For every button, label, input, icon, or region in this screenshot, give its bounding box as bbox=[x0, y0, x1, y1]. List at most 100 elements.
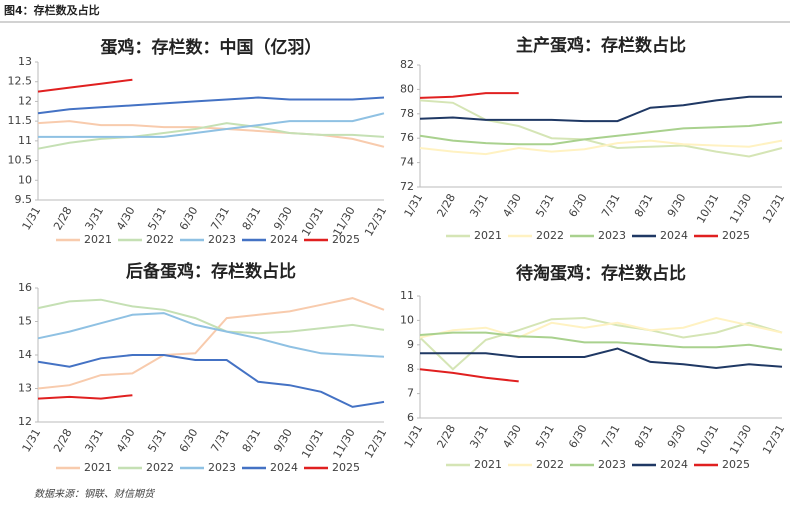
y-tick-label: 11 bbox=[18, 134, 32, 147]
x-tick-label: 4/30 bbox=[500, 192, 524, 220]
chart-title: 待淘蛋鸡：存栏数占比 bbox=[516, 263, 686, 284]
x-tick-label: 5/31 bbox=[145, 427, 169, 455]
series-line bbox=[37, 394, 133, 400]
chart-title: 主产蛋鸡：存栏数占比 bbox=[516, 35, 686, 56]
x-tick-label: 12/31 bbox=[362, 205, 389, 239]
legend-label: 2023 bbox=[598, 229, 626, 242]
y-tick-label: 74 bbox=[400, 156, 414, 169]
y-tick-label: 11 bbox=[400, 289, 414, 302]
y-tick-label: 15 bbox=[18, 315, 32, 328]
x-tick-label: 4/30 bbox=[114, 427, 138, 455]
x-tick-label: 9/30 bbox=[665, 423, 689, 451]
y-tick-label: 8 bbox=[407, 362, 414, 375]
legend-label: 2025 bbox=[332, 461, 360, 474]
x-tick-label: 10/31 bbox=[694, 192, 721, 226]
x-tick-label: 8/31 bbox=[632, 423, 656, 451]
y-tick-label: 7 bbox=[407, 387, 414, 400]
x-tick-label: 12/31 bbox=[760, 192, 787, 226]
series-line bbox=[37, 96, 385, 115]
x-tick-label: 5/31 bbox=[533, 423, 557, 451]
x-tick-label: 10/31 bbox=[694, 423, 721, 457]
x-tick-label: 4/30 bbox=[500, 423, 524, 451]
legend-label: 2021 bbox=[84, 233, 112, 246]
x-tick-label: 1/31 bbox=[402, 423, 426, 451]
y-tick-label: 10.5 bbox=[8, 154, 33, 167]
y-tick-label: 11.5 bbox=[8, 114, 33, 127]
x-tick-label: 2/28 bbox=[434, 192, 458, 220]
series-line bbox=[420, 347, 783, 370]
series-line bbox=[37, 78, 133, 93]
x-tick-label: 11/30 bbox=[727, 423, 754, 457]
legend-label: 2022 bbox=[146, 461, 174, 474]
legend-label: 2023 bbox=[598, 458, 626, 471]
x-tick-label: 12/31 bbox=[362, 427, 389, 461]
legend-label: 2021 bbox=[84, 461, 112, 474]
x-tick-label: 1/31 bbox=[20, 205, 44, 233]
x-tick-label: 11/30 bbox=[331, 427, 358, 461]
x-tick-label: 1/31 bbox=[402, 192, 426, 220]
x-tick-label: 7/31 bbox=[208, 427, 232, 455]
x-tick-label: 2/28 bbox=[51, 427, 75, 455]
legend-label: 2024 bbox=[660, 458, 688, 471]
x-tick-label: 6/30 bbox=[177, 205, 201, 233]
y-tick-label: 13 bbox=[18, 382, 32, 395]
x-tick-label: 10/31 bbox=[299, 205, 326, 239]
legend-label: 2021 bbox=[474, 458, 502, 471]
series-line bbox=[419, 368, 519, 383]
x-tick-label: 6/30 bbox=[566, 423, 590, 451]
series-line bbox=[419, 139, 783, 156]
legend-label: 2025 bbox=[722, 229, 750, 242]
legend-label: 2022 bbox=[536, 229, 564, 242]
legend-label: 2023 bbox=[208, 461, 236, 474]
series-line bbox=[419, 316, 783, 371]
y-tick-label: 76 bbox=[400, 131, 414, 144]
series-line bbox=[419, 316, 783, 339]
x-tick-label: 6/30 bbox=[566, 192, 590, 220]
legend-label: 2022 bbox=[146, 233, 174, 246]
legend-label: 2024 bbox=[660, 229, 688, 242]
x-tick-label: 4/30 bbox=[114, 205, 138, 233]
y-tick-label: 16 bbox=[18, 281, 32, 294]
series-line bbox=[419, 99, 783, 158]
y-tick-label: 6 bbox=[407, 411, 414, 424]
series-line bbox=[38, 112, 385, 138]
y-tick-label: 13 bbox=[18, 55, 32, 68]
y-tick-label: 10 bbox=[400, 313, 414, 326]
x-tick-label: 6/30 bbox=[177, 427, 201, 455]
series-line bbox=[419, 92, 519, 99]
x-tick-label: 10/31 bbox=[299, 427, 326, 461]
y-tick-label: 78 bbox=[400, 107, 414, 120]
figure-title: 图4：存栏数及占比 bbox=[4, 3, 100, 17]
x-tick-label: 8/31 bbox=[632, 192, 656, 220]
series-line bbox=[419, 121, 783, 146]
x-tick-label: 1/31 bbox=[20, 427, 44, 455]
legend-label: 2025 bbox=[332, 233, 360, 246]
y-tick-label: 9.5 bbox=[15, 193, 33, 206]
x-tick-label: 2/28 bbox=[51, 205, 75, 233]
y-tick-label: 12 bbox=[18, 415, 32, 428]
x-tick-label: 7/31 bbox=[599, 423, 623, 451]
legend-label: 2023 bbox=[208, 233, 236, 246]
chart-title: 后备蛋鸡：存栏数占比 bbox=[126, 261, 296, 282]
x-tick-label: 8/31 bbox=[240, 427, 264, 455]
series-line bbox=[37, 122, 385, 150]
x-tick-label: 7/31 bbox=[208, 205, 232, 233]
series-line bbox=[419, 95, 782, 123]
y-tick-label: 12.5 bbox=[8, 75, 33, 88]
series-line bbox=[419, 331, 783, 351]
x-tick-label: 3/31 bbox=[467, 192, 491, 220]
x-tick-label: 9/30 bbox=[665, 192, 689, 220]
x-tick-label: 9/30 bbox=[271, 205, 295, 233]
legend-label: 2025 bbox=[722, 458, 750, 471]
x-tick-label: 7/31 bbox=[599, 192, 623, 220]
x-tick-label: 8/31 bbox=[240, 205, 264, 233]
y-tick-label: 82 bbox=[400, 58, 414, 71]
legend-label: 2024 bbox=[270, 461, 298, 474]
y-tick-label: 9 bbox=[407, 338, 414, 351]
series-line bbox=[37, 354, 385, 408]
chart-title: 蛋鸡：存栏数：中国（亿羽） bbox=[101, 37, 322, 58]
y-tick-label: 10 bbox=[18, 173, 32, 186]
x-tick-label: 3/31 bbox=[82, 205, 106, 233]
x-tick-label: 5/31 bbox=[145, 205, 169, 233]
